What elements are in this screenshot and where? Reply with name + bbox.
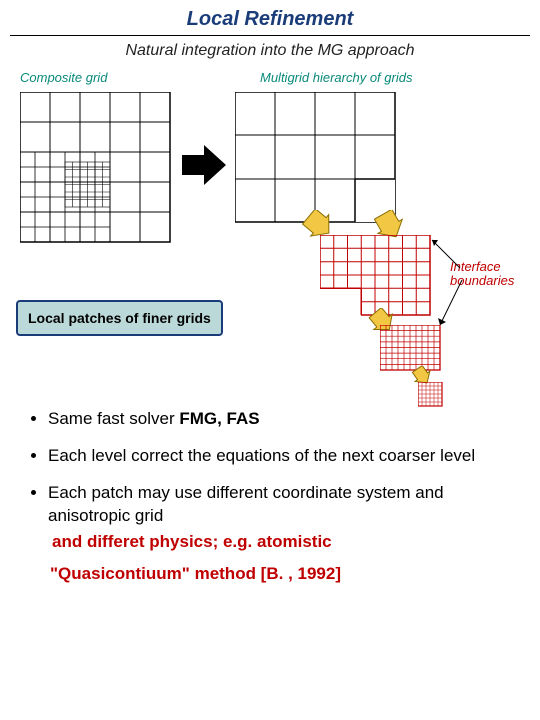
bullet-1-pre: Same fast solver <box>48 409 179 428</box>
bullet-3-text: Each patch may use different coordinate … <box>48 483 444 525</box>
page-subtitle: Natural integration into the MG approach <box>0 42 540 60</box>
bullet-4-text: "Quasicontiuum" method [B. , 1992] <box>50 564 341 583</box>
label-composite: Composite grid <box>20 70 107 85</box>
bullet-list: Same fast solver FMG, FAS Each level cor… <box>30 408 510 528</box>
diagram-area: Composite grid Multigrid hierarchy of gr… <box>10 70 530 390</box>
label-hierarchy: Multigrid hierarchy of grids <box>260 70 412 85</box>
bullet-3-sub: and differet physics; e.g. atomistic <box>52 532 540 552</box>
interface-pointer-lines <box>420 230 500 340</box>
bullet-2-text: Each level correct the equations of the … <box>48 446 475 465</box>
page-title: Local Refinement <box>0 0 540 35</box>
bullet-3: Each patch may use different coordinate … <box>48 482 510 528</box>
bullet-3-sub-text: and differet physics; e.g. atomistic <box>52 532 332 551</box>
bullet-1: Same fast solver FMG, FAS <box>48 408 510 431</box>
bullet-4: "Quasicontiuum" method [B. , 1992] <box>50 564 510 584</box>
title-divider <box>10 35 530 36</box>
black-arrow-icon <box>182 145 228 185</box>
callout-local-patches: Local patches of finer grids <box>16 300 223 336</box>
bullet-1-strong: FMG, FAS <box>179 409 259 428</box>
composite-grid <box>20 92 180 252</box>
hierarchy-level3 <box>418 382 446 410</box>
bullet-2: Each level correct the equations of the … <box>48 445 510 468</box>
